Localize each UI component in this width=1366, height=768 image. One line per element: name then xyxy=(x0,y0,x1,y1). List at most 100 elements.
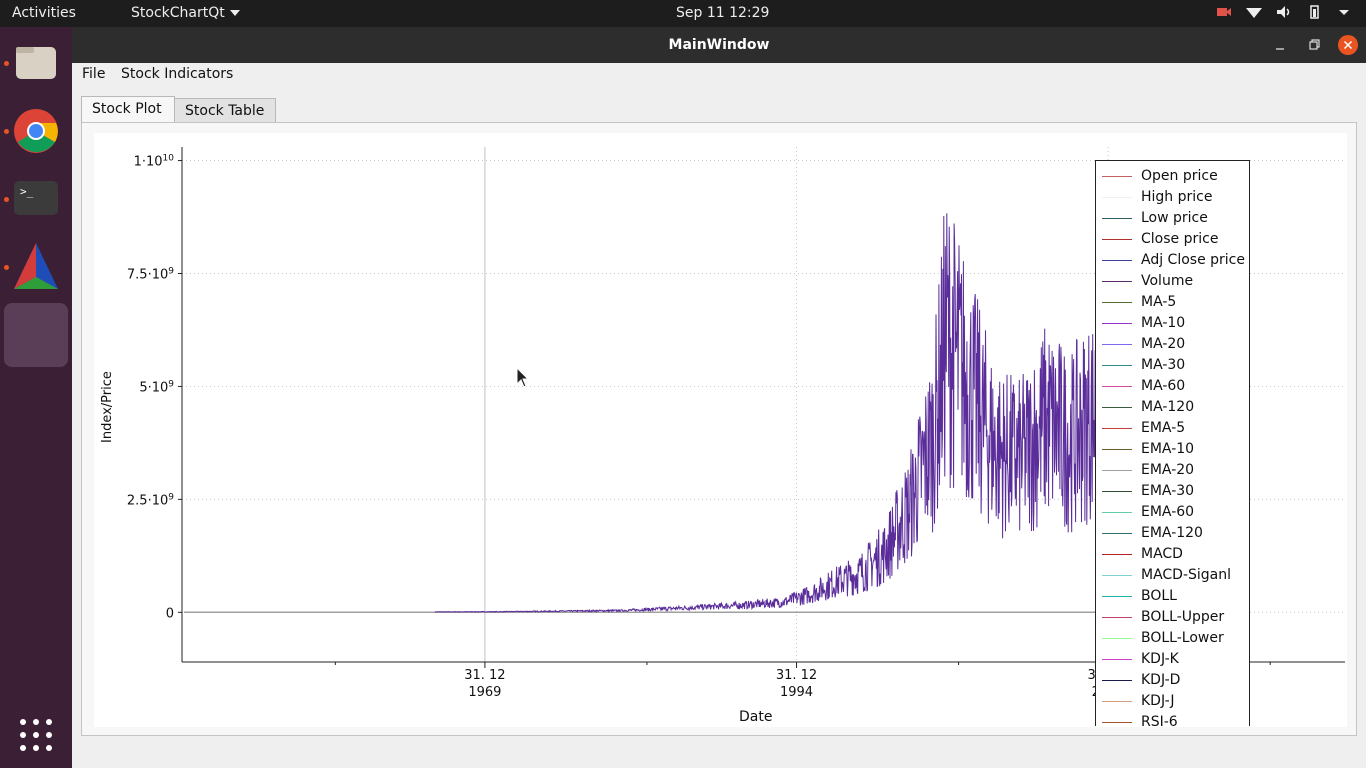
running-indicator xyxy=(4,129,9,134)
system-tray[interactable] xyxy=(1216,5,1352,19)
legend-item[interactable]: BOLL-Lower xyxy=(1096,626,1249,647)
legend-label: Close price xyxy=(1141,231,1219,247)
dock: >_ xyxy=(0,27,72,768)
legend-swatch xyxy=(1102,260,1132,261)
stockchart-app-icon[interactable] xyxy=(4,303,68,367)
legend-item[interactable]: MA-5 xyxy=(1096,290,1249,311)
legend-item[interactable]: MA-10 xyxy=(1096,311,1249,332)
legend-item[interactable]: Adj Close price xyxy=(1096,248,1249,269)
legend-item[interactable]: MA-120 xyxy=(1096,395,1249,416)
legend-swatch xyxy=(1102,659,1132,660)
chevron-down-icon xyxy=(1339,10,1349,15)
cmake-app-icon[interactable] xyxy=(10,241,62,293)
legend-item[interactable]: BOLL-Upper xyxy=(1096,605,1249,626)
legend-swatch xyxy=(1102,533,1132,534)
legend-item[interactable]: EMA-20 xyxy=(1096,458,1249,479)
legend-label: High price xyxy=(1141,189,1213,205)
legend-label: MA-10 xyxy=(1141,315,1186,331)
tab-stock-plot[interactable]: Stock Plot xyxy=(81,96,175,124)
legend-item[interactable]: EMA-30 xyxy=(1096,479,1249,500)
legend-item[interactable]: MA-60 xyxy=(1096,374,1249,395)
minimize-icon xyxy=(1276,48,1284,50)
legend-swatch xyxy=(1102,239,1132,240)
chevron-down-icon xyxy=(229,10,240,16)
legend-item[interactable]: EMA-60 xyxy=(1096,500,1249,521)
clock[interactable]: Sep 11 12:29 xyxy=(676,5,770,21)
legend-item[interactable]: Close price xyxy=(1096,227,1249,248)
legend-item[interactable]: Low price xyxy=(1096,206,1249,227)
legend-label: EMA-5 xyxy=(1141,420,1186,436)
legend-swatch xyxy=(1102,407,1132,408)
x-tick-label: 31. 12 xyxy=(776,668,817,683)
legend-label: KDJ-D xyxy=(1141,672,1181,688)
legend-label: EMA-120 xyxy=(1141,525,1203,541)
legend-swatch xyxy=(1102,449,1132,450)
legend-item[interactable]: KDJ-J xyxy=(1096,689,1249,710)
legend-swatch xyxy=(1102,680,1132,681)
app-menu[interactable]: StockChartQt xyxy=(131,5,240,21)
legend-swatch xyxy=(1102,701,1132,702)
legend-item[interactable]: MACD xyxy=(1096,542,1249,563)
legend-swatch xyxy=(1102,386,1132,387)
activities-button[interactable]: Activities xyxy=(12,5,76,21)
menu-file[interactable]: File xyxy=(82,66,106,82)
volume-icon xyxy=(1277,6,1290,18)
legend-item[interactable]: BOLL xyxy=(1096,584,1249,605)
legend-swatch xyxy=(1102,218,1132,219)
legend-label: MACD-Siganl xyxy=(1141,567,1232,583)
series-line-volume xyxy=(434,213,1122,613)
legend-item[interactable]: EMA-120 xyxy=(1096,521,1249,542)
svg-text:>_: >_ xyxy=(20,185,34,198)
running-indicator xyxy=(4,61,9,66)
files-app-icon[interactable] xyxy=(10,37,62,89)
tab-stock-table[interactable]: Stock Table xyxy=(174,98,276,123)
legend-item[interactable]: EMA-10 xyxy=(1096,437,1249,458)
app-name: StockChartQt xyxy=(131,5,225,21)
wifi-icon xyxy=(1246,8,1262,18)
x-tick-label: 31. 12 xyxy=(464,668,505,683)
legend-label: EMA-30 xyxy=(1141,483,1195,499)
top-bar: Activities StockChartQt Sep 11 12:29 xyxy=(0,0,1366,27)
legend-item[interactable]: MA-30 xyxy=(1096,353,1249,374)
close-icon xyxy=(1343,40,1353,50)
battery-icon xyxy=(1310,5,1319,19)
legend-swatch xyxy=(1102,512,1132,513)
legend-item[interactable]: Volume xyxy=(1096,269,1249,290)
legend-label: Low price xyxy=(1141,210,1208,226)
chart-legend[interactable]: Open price High price Low price Close price… xyxy=(1095,160,1250,726)
minimize-button[interactable] xyxy=(1271,36,1289,54)
legend-swatch xyxy=(1102,575,1132,576)
legend-swatch xyxy=(1102,428,1132,429)
legend-label: EMA-60 xyxy=(1141,504,1195,520)
show-apps-icon[interactable] xyxy=(18,717,54,753)
menu-stock-indicators[interactable]: Stock Indicators xyxy=(121,66,234,82)
close-button[interactable] xyxy=(1338,35,1358,55)
legend-swatch xyxy=(1102,281,1132,282)
legend-swatch xyxy=(1102,470,1132,471)
legend-item[interactable]: EMA-5 xyxy=(1096,416,1249,437)
legend-item[interactable]: MA-20 xyxy=(1096,332,1249,353)
legend-label: MA-120 xyxy=(1141,399,1195,415)
terminal-app-icon[interactable]: >_ xyxy=(10,173,62,225)
mouse-cursor-icon xyxy=(516,367,530,388)
legend-swatch xyxy=(1102,323,1132,324)
legend-label: KDJ-K xyxy=(1141,651,1179,667)
y-axis-label: Index/Price xyxy=(100,371,115,443)
menu-bar: File Stock Indicators xyxy=(72,63,1366,87)
y-tick-label: 7.5·109 xyxy=(127,266,174,282)
legend-label: RSI-6 xyxy=(1141,714,1178,726)
chrome-app-icon[interactable] xyxy=(10,105,62,157)
running-indicator xyxy=(4,197,9,202)
maximize-button[interactable] xyxy=(1305,36,1323,54)
x-tick-label: 1969 xyxy=(468,685,501,700)
legend-item[interactable]: Open price xyxy=(1096,164,1249,185)
legend-item[interactable]: KDJ-D xyxy=(1096,668,1249,689)
legend-swatch xyxy=(1102,365,1132,366)
legend-item[interactable]: MACD-Siganl xyxy=(1096,563,1249,584)
legend-item[interactable]: High price xyxy=(1096,185,1249,206)
legend-label: EMA-10 xyxy=(1141,441,1195,457)
legend-item[interactable]: RSI-6 xyxy=(1096,710,1249,726)
legend-label: KDJ-J xyxy=(1141,693,1175,709)
legend-label: BOLL xyxy=(1141,588,1177,604)
legend-item[interactable]: KDJ-K xyxy=(1096,647,1249,668)
